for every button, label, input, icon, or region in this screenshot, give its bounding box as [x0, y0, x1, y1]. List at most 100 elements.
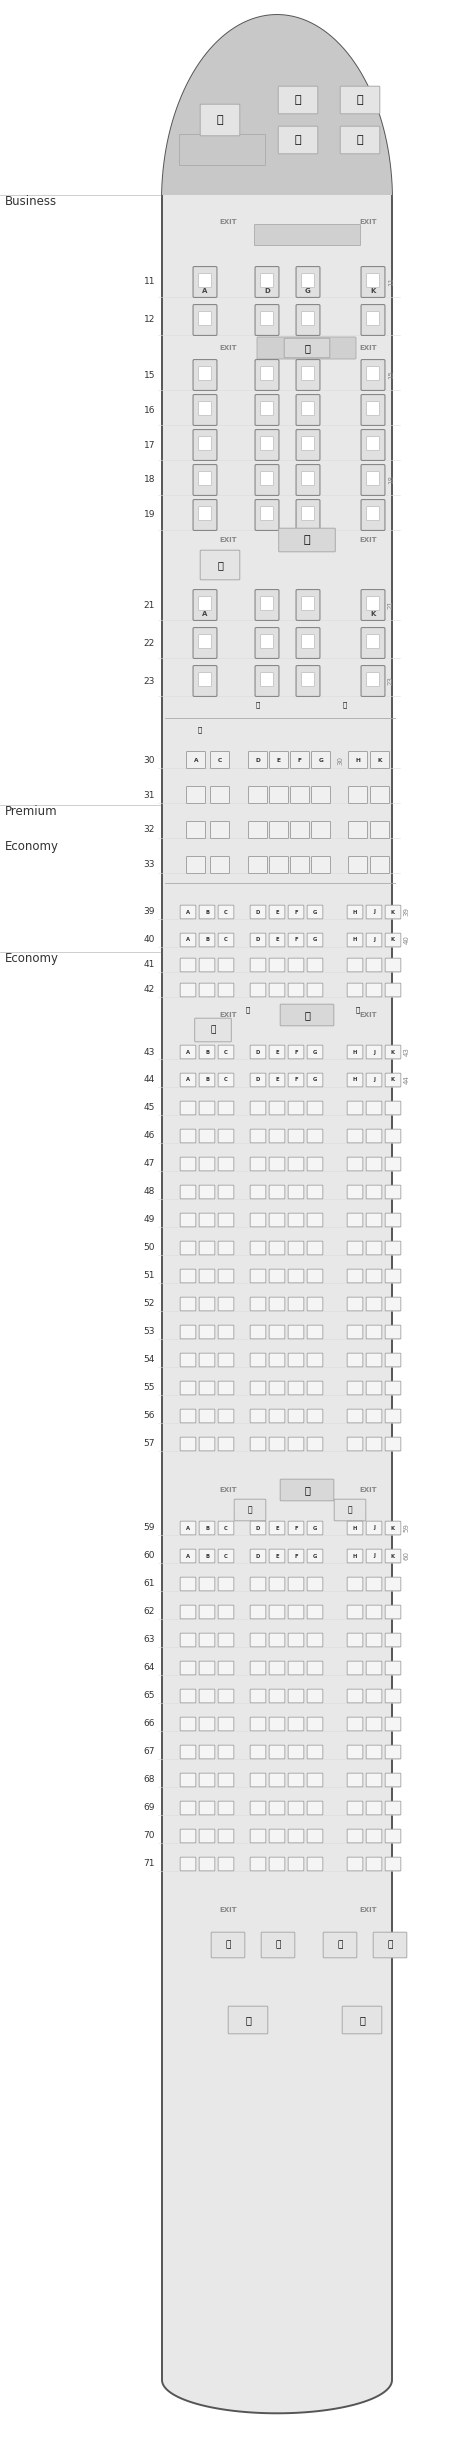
Text: EXIT: EXIT: [359, 1906, 377, 1914]
FancyBboxPatch shape: [193, 500, 217, 530]
FancyBboxPatch shape: [199, 471, 211, 486]
FancyBboxPatch shape: [180, 984, 196, 996]
Text: J: J: [373, 910, 375, 915]
FancyBboxPatch shape: [347, 1382, 363, 1394]
FancyBboxPatch shape: [301, 403, 314, 415]
FancyBboxPatch shape: [296, 266, 320, 298]
Text: 71: 71: [144, 1860, 155, 1867]
FancyBboxPatch shape: [385, 1689, 401, 1704]
FancyBboxPatch shape: [288, 1662, 304, 1675]
FancyBboxPatch shape: [180, 1045, 196, 1059]
FancyBboxPatch shape: [269, 1408, 285, 1423]
FancyBboxPatch shape: [180, 1186, 196, 1199]
FancyBboxPatch shape: [250, 1045, 266, 1059]
FancyBboxPatch shape: [361, 464, 385, 496]
FancyBboxPatch shape: [255, 500, 279, 530]
FancyBboxPatch shape: [385, 1801, 401, 1814]
FancyBboxPatch shape: [385, 1521, 401, 1535]
FancyBboxPatch shape: [199, 596, 211, 610]
FancyBboxPatch shape: [199, 1689, 215, 1704]
Text: K: K: [391, 937, 395, 942]
FancyBboxPatch shape: [218, 1801, 234, 1814]
FancyBboxPatch shape: [385, 1101, 401, 1116]
FancyBboxPatch shape: [366, 932, 382, 947]
FancyBboxPatch shape: [269, 906, 285, 918]
FancyBboxPatch shape: [347, 1296, 363, 1311]
FancyBboxPatch shape: [218, 1521, 234, 1535]
FancyBboxPatch shape: [255, 266, 279, 298]
FancyBboxPatch shape: [311, 786, 330, 803]
FancyBboxPatch shape: [269, 1213, 285, 1228]
Text: 60: 60: [403, 1552, 409, 1560]
FancyBboxPatch shape: [269, 1186, 285, 1199]
Text: A: A: [186, 1050, 190, 1055]
FancyBboxPatch shape: [361, 266, 385, 298]
Text: E: E: [275, 1526, 279, 1531]
FancyBboxPatch shape: [199, 984, 215, 996]
Text: 30: 30: [144, 757, 155, 764]
FancyBboxPatch shape: [250, 1157, 266, 1172]
FancyBboxPatch shape: [307, 1633, 323, 1648]
Text: H: H: [353, 1552, 357, 1557]
FancyBboxPatch shape: [250, 1408, 266, 1423]
Text: 🍽: 🍽: [304, 344, 310, 354]
FancyBboxPatch shape: [301, 596, 314, 610]
Text: 16: 16: [144, 405, 155, 415]
Text: 🍽: 🍽: [337, 1941, 343, 1950]
FancyBboxPatch shape: [199, 635, 211, 649]
FancyBboxPatch shape: [250, 1550, 266, 1562]
FancyBboxPatch shape: [347, 1157, 363, 1172]
FancyBboxPatch shape: [269, 1269, 285, 1284]
FancyBboxPatch shape: [218, 1745, 234, 1760]
FancyBboxPatch shape: [288, 1101, 304, 1116]
FancyBboxPatch shape: [250, 1521, 266, 1535]
FancyBboxPatch shape: [288, 1550, 304, 1562]
Text: A: A: [186, 937, 190, 942]
FancyBboxPatch shape: [307, 1772, 323, 1787]
FancyBboxPatch shape: [347, 1801, 363, 1814]
Text: G: G: [313, 1050, 317, 1055]
FancyBboxPatch shape: [307, 1716, 323, 1731]
Text: E: E: [275, 937, 279, 942]
Text: C: C: [224, 1552, 228, 1557]
FancyBboxPatch shape: [348, 786, 367, 803]
FancyBboxPatch shape: [291, 786, 310, 803]
Text: 🚻: 🚻: [210, 1025, 216, 1035]
Text: G: G: [319, 757, 323, 762]
FancyBboxPatch shape: [218, 1045, 234, 1059]
FancyBboxPatch shape: [366, 1828, 382, 1843]
FancyBboxPatch shape: [257, 337, 356, 359]
FancyBboxPatch shape: [373, 1933, 407, 1958]
FancyBboxPatch shape: [269, 1296, 285, 1311]
Text: F: F: [294, 937, 298, 942]
Text: D: D: [256, 1050, 260, 1055]
FancyBboxPatch shape: [199, 312, 211, 325]
FancyBboxPatch shape: [385, 1438, 401, 1450]
Text: C: C: [224, 1050, 228, 1055]
FancyBboxPatch shape: [199, 1801, 215, 1814]
FancyBboxPatch shape: [180, 1101, 196, 1116]
FancyBboxPatch shape: [199, 1240, 215, 1255]
FancyBboxPatch shape: [296, 464, 320, 496]
Text: E: E: [277, 757, 281, 762]
Text: 39: 39: [144, 908, 155, 915]
FancyBboxPatch shape: [334, 1499, 366, 1521]
FancyBboxPatch shape: [261, 403, 273, 415]
Text: 🍽: 🍽: [304, 1484, 310, 1494]
FancyBboxPatch shape: [210, 786, 229, 803]
FancyBboxPatch shape: [218, 906, 234, 918]
Text: 52: 52: [144, 1299, 155, 1308]
FancyBboxPatch shape: [385, 1269, 401, 1284]
Text: J: J: [373, 1050, 375, 1055]
FancyBboxPatch shape: [218, 1352, 234, 1367]
FancyBboxPatch shape: [250, 1186, 266, 1199]
FancyBboxPatch shape: [199, 1101, 215, 1116]
FancyBboxPatch shape: [307, 1130, 323, 1142]
FancyBboxPatch shape: [366, 366, 379, 381]
FancyBboxPatch shape: [347, 959, 363, 972]
FancyBboxPatch shape: [180, 932, 196, 947]
FancyBboxPatch shape: [371, 786, 390, 803]
Text: 59: 59: [403, 1523, 409, 1533]
FancyBboxPatch shape: [366, 1045, 382, 1059]
FancyBboxPatch shape: [348, 857, 367, 874]
